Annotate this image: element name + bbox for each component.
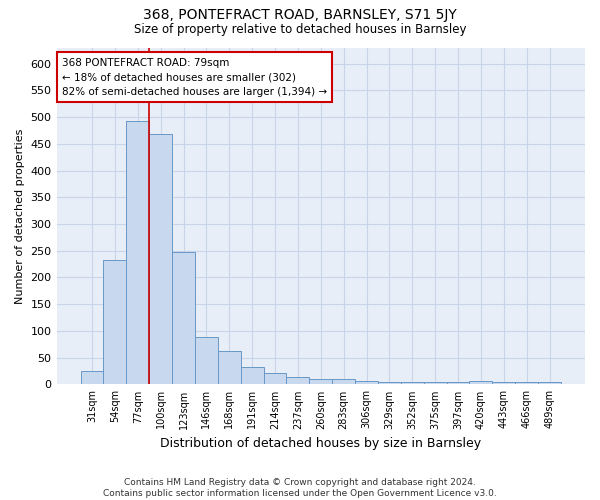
Bar	[263, 372, 286, 384]
Bar	[103, 260, 127, 384]
Bar	[355, 381, 378, 384]
Text: 368, PONTEFRACT ROAD, BARNSLEY, S71 5JY: 368, PONTEFRACT ROAD, BARNSLEY, S71 5JY	[143, 8, 457, 22]
Bar	[218, 352, 241, 384]
Bar	[241, 368, 263, 384]
Bar	[446, 382, 469, 384]
Bar	[538, 382, 561, 384]
Bar	[195, 338, 218, 384]
X-axis label: Distribution of detached houses by size in Barnsley: Distribution of detached houses by size …	[160, 437, 481, 450]
Y-axis label: Number of detached properties: Number of detached properties	[15, 128, 25, 304]
Bar	[515, 382, 538, 384]
Bar	[127, 121, 149, 384]
Bar	[310, 378, 332, 384]
Bar	[493, 382, 515, 384]
Bar	[332, 379, 355, 384]
Text: 368 PONTEFRACT ROAD: 79sqm
← 18% of detached houses are smaller (302)
82% of sem: 368 PONTEFRACT ROAD: 79sqm ← 18% of deta…	[62, 58, 327, 97]
Bar	[172, 252, 195, 384]
Bar	[286, 378, 310, 384]
Bar	[149, 134, 172, 384]
Bar	[401, 382, 424, 384]
Bar	[80, 371, 103, 384]
Bar	[424, 382, 446, 384]
Text: Contains HM Land Registry data © Crown copyright and database right 2024.
Contai: Contains HM Land Registry data © Crown c…	[103, 478, 497, 498]
Bar	[469, 380, 493, 384]
Text: Size of property relative to detached houses in Barnsley: Size of property relative to detached ho…	[134, 22, 466, 36]
Bar	[378, 382, 401, 384]
